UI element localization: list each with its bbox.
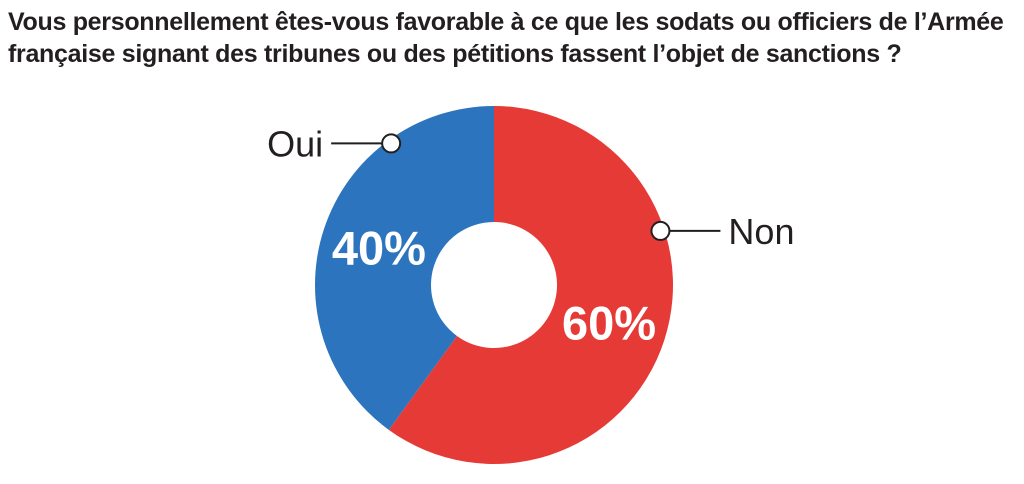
value-label-oui: 40%: [332, 222, 426, 275]
callout-marker-oui: [381, 133, 402, 154]
value-label-non: 60%: [562, 296, 656, 349]
slice-non: [388, 106, 673, 464]
category-label-oui: Oui: [267, 123, 323, 164]
donut-slices: [315, 106, 673, 464]
chart-title: Vous personnellement êtes-vous favorable…: [8, 6, 1016, 70]
callouts: Non Oui: [267, 123, 794, 252]
category-label-non: Non: [728, 211, 794, 252]
chart-title-line-1: Vous personnellement êtes-vous favorable…: [8, 8, 1004, 36]
callout-marker-non: [650, 220, 671, 241]
chart-title-line-2: française signant des tribunes ou des pé…: [8, 40, 902, 68]
slice-labels: 60% 40%: [332, 222, 656, 350]
slice-oui: [315, 106, 494, 430]
